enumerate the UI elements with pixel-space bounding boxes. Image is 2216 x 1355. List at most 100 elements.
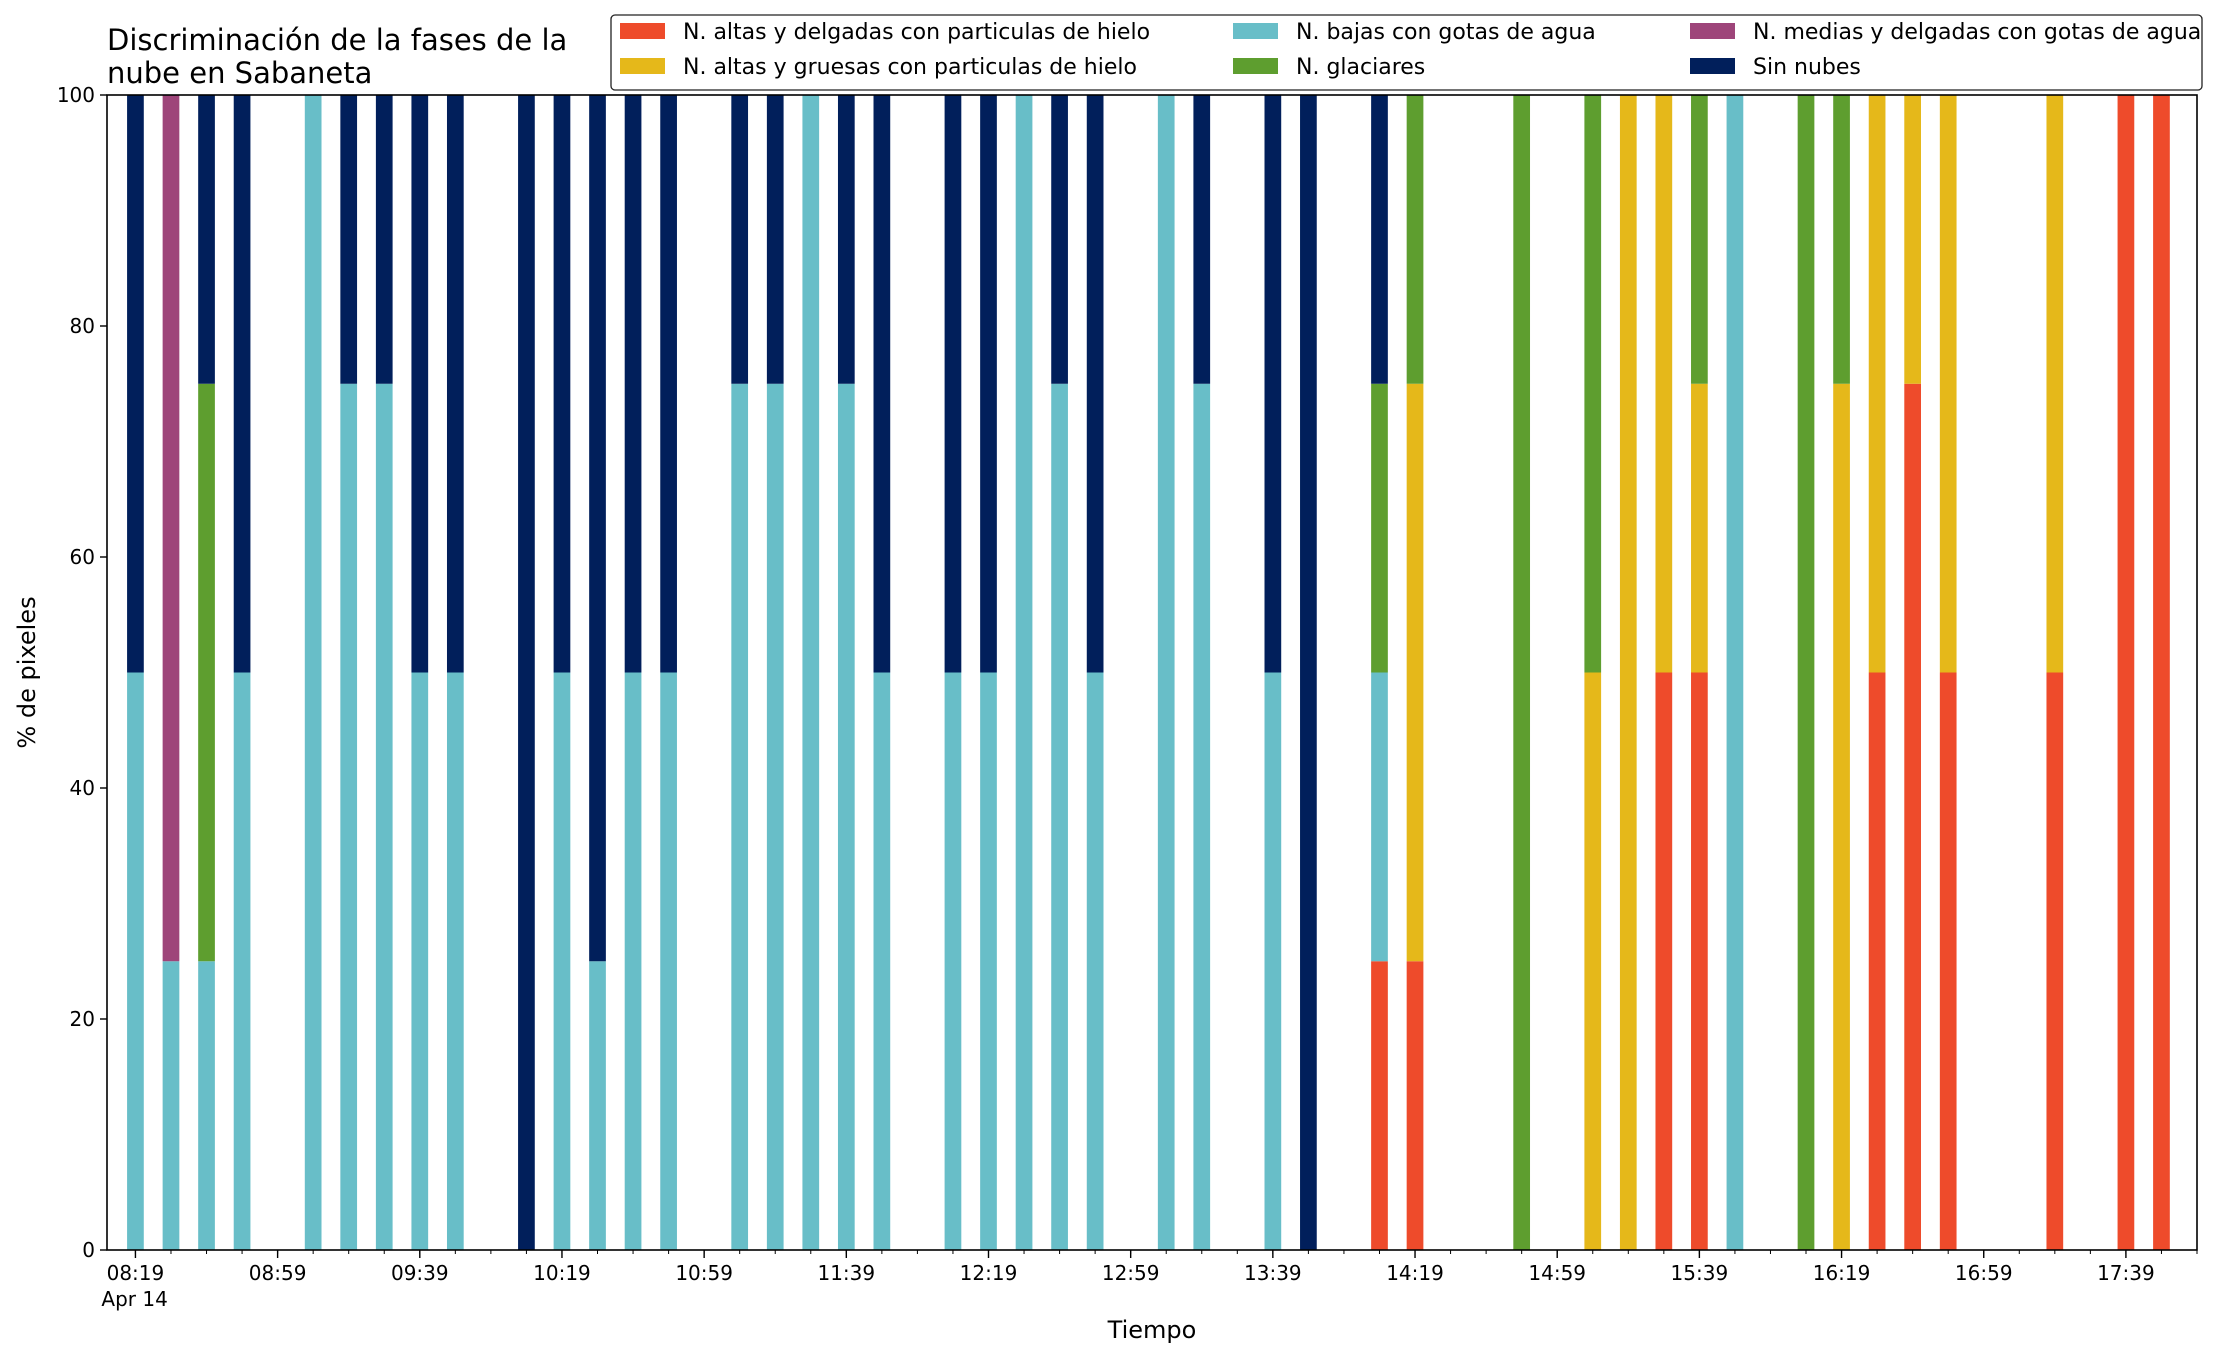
y-tick-label: 20 [70, 1007, 95, 1031]
y-tick-label: 100 [57, 83, 95, 107]
bar-segment-19-2 [944, 672, 962, 1250]
bar-segment-43-0 [2153, 95, 2170, 1250]
bar-segment-5-5 [340, 95, 358, 384]
y-axis: 0 20 40 60 80 100 [57, 83, 107, 1262]
bar-segment-25-5 [1193, 95, 1211, 384]
bar-segment-8-5 [446, 95, 464, 673]
bar-segment-37-3 [1833, 95, 1850, 384]
bar-segment-10-5 [553, 95, 571, 673]
x-axis-label: Tiempo [1107, 1316, 1197, 1344]
y-tick-label: 40 [70, 776, 95, 800]
bar-segment-28-0 [1371, 961, 1388, 1250]
chart-title: Discriminación de la fases de la nube en … [107, 23, 567, 90]
chart-title-text: Discriminación de la fases de la nube en … [107, 23, 567, 90]
x-tick-label: 08:59 [249, 1261, 307, 1285]
x-tick-label: 14:59 [1528, 1261, 1586, 1285]
y-tick-label: 0 [82, 1238, 95, 1262]
legend-entry: N. altas y gruesas con particulas de hie… [683, 55, 1137, 80]
bar-segment-6-5 [375, 95, 393, 384]
bar-segment-2-3 [198, 383, 215, 962]
x-tick-label: 11:39 [817, 1261, 875, 1285]
bar-segment-29-1 [1406, 383, 1424, 962]
bar-segment-20-2 [980, 672, 997, 1250]
legend-entry: N. medias y delgadas con gotas de agua [1753, 20, 2201, 45]
legend-swatch [620, 58, 665, 74]
y-tick-label: 80 [70, 314, 95, 338]
bar-segment-19-5 [944, 95, 962, 673]
bar-segment-34-3 [1691, 95, 1708, 384]
bar-segment-38-0 [1868, 672, 1886, 1250]
bar-segment-22-2 [1051, 383, 1068, 1250]
bar-segment-17-5 [837, 95, 855, 384]
bar-segment-42-0 [2117, 95, 2135, 1250]
bar-segment-41-1 [2046, 95, 2064, 673]
bar-segment-29-3 [1406, 95, 1424, 384]
bar-segment-24-2 [1157, 95, 1175, 1250]
bar-segment-8-2 [446, 672, 464, 1250]
bar-segment-39-0 [1904, 383, 1921, 1250]
plot-area-frame [106, 94, 2198, 1251]
x-tick-label: 16:59 [1955, 1261, 2013, 1285]
bar-segment-32-1 [1619, 95, 1637, 1250]
bar-segment-15-2 [766, 383, 784, 1250]
bar-segment-12-2 [624, 672, 642, 1250]
bar-segment-23-5 [1086, 95, 1104, 673]
bar-segment-11-5 [589, 95, 606, 962]
bar-segment-31-1 [1584, 672, 1602, 1250]
bar-segment-13-5 [660, 95, 677, 673]
bar-segment-33-0 [1655, 672, 1673, 1250]
legend-swatch [1690, 58, 1735, 74]
bar-segment-7-5 [411, 95, 429, 673]
bar-segment-40-1 [1939, 95, 1957, 673]
bar-segment-28-5 [1371, 95, 1388, 384]
bar-segment-22-5 [1051, 95, 1068, 384]
bar-segment-14-5 [731, 95, 749, 384]
bar-segment-34-1 [1691, 383, 1708, 673]
x-tick-label: 17:39 [2097, 1261, 2155, 1285]
x-date-label: Apr 14 [101, 1287, 167, 1311]
x-tick-label: 08:19 [107, 1261, 165, 1285]
bar-segment-1-4 [162, 95, 180, 962]
bar-segment-18-2 [873, 672, 891, 1250]
legend-entry: N. bajas con gotas de agua [1296, 20, 1596, 45]
bar-segment-4-2 [304, 95, 322, 1250]
bar-segment-5-2 [340, 383, 358, 1250]
x-tick-label: 12:59 [1102, 1261, 1160, 1285]
bar-segment-36-3 [1797, 95, 1815, 1250]
bar-segment-39-1 [1904, 95, 1921, 384]
legend-entry: N. altas y delgadas con particulas de hi… [683, 20, 1150, 45]
bar-segment-12-5 [624, 95, 642, 673]
bar-segment-1-2 [162, 961, 180, 1250]
legend-swatch [1690, 23, 1735, 39]
bar-segment-0-5 [127, 95, 144, 673]
bar-segment-41-0 [2046, 672, 2064, 1250]
bar-segment-2-5 [198, 95, 215, 384]
legend-swatch [1233, 23, 1278, 39]
bar-segment-13-2 [660, 672, 677, 1250]
bar-segment-35-2 [1726, 95, 1744, 1250]
bar-segment-26-5 [1264, 95, 1282, 673]
legend-swatch [1233, 58, 1278, 74]
bar-segment-0-2 [127, 672, 144, 1250]
x-tick-label: 09:39 [391, 1261, 449, 1285]
bar-segment-2-2 [198, 961, 215, 1250]
bar-segment-30-3 [1513, 95, 1531, 1250]
bar-segment-28-2 [1371, 672, 1388, 962]
x-tick-label: 10:59 [675, 1261, 733, 1285]
x-tick-label: 13:39 [1244, 1261, 1302, 1285]
bar-segment-14-2 [731, 383, 749, 1250]
y-axis-label: % de pixeles [13, 596, 41, 748]
bar-segment-29-0 [1406, 961, 1424, 1250]
bar-segment-10-2 [553, 672, 571, 1250]
bar-segment-18-5 [873, 95, 891, 673]
x-tick-label: 16:19 [1813, 1261, 1871, 1285]
bar-segment-15-5 [766, 95, 784, 384]
bar-segment-3-5 [233, 95, 251, 673]
legend-frame [610, 14, 2203, 91]
y-tick-label: 60 [70, 545, 95, 569]
legend-entry: N. glaciares [1296, 55, 1425, 80]
bar-segment-21-2 [1015, 95, 1033, 1250]
bar-segment-34-0 [1691, 672, 1708, 1250]
